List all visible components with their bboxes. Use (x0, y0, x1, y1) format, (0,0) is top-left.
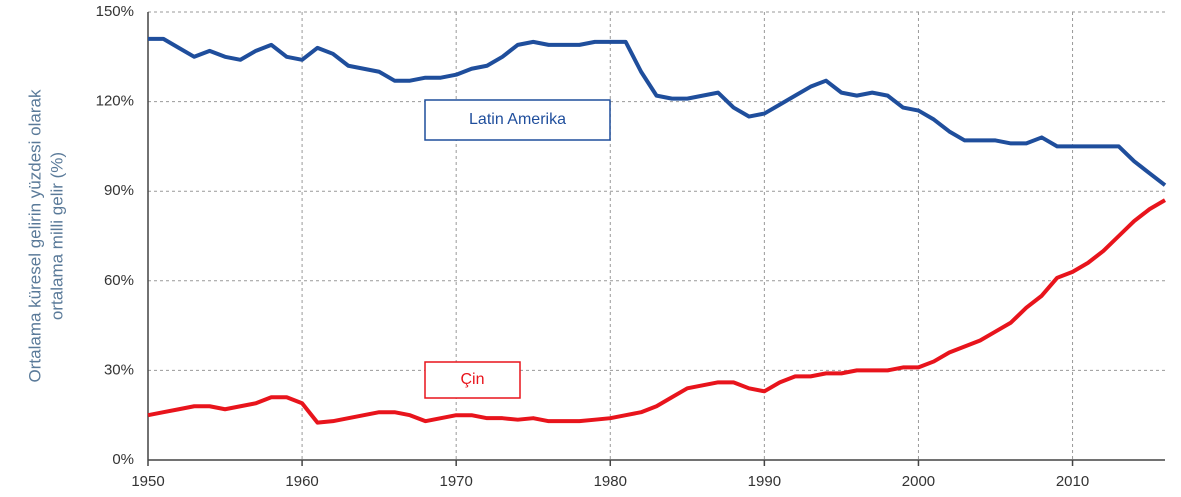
series-line (148, 36, 1167, 187)
series-label: Çin (460, 371, 484, 388)
y-axis-label: ortalama milli gelir (%) (47, 152, 66, 320)
series-line (147, 198, 1167, 425)
y-tick-label: 30% (104, 361, 134, 378)
x-tick-label: 2010 (1056, 473, 1089, 490)
y-tick-label: 0% (112, 451, 134, 468)
x-tick-label: 1970 (439, 473, 472, 490)
x-tick-label: 2000 (902, 473, 935, 490)
y-axis-label: Ortalama küresel gelirin yüzdesi olarak (25, 89, 44, 382)
y-tick-label: 120% (96, 93, 134, 110)
y-tick-label: 90% (104, 182, 134, 199)
x-tick-label: 1990 (748, 473, 781, 490)
label-box (424, 361, 521, 399)
x-tick-label: 1960 (285, 473, 318, 490)
label-box (424, 99, 611, 141)
y-tick-label: 150% (96, 3, 134, 20)
x-tick-label: 1950 (131, 473, 164, 490)
y-tick-label: 60% (104, 272, 134, 289)
x-tick-label: 1980 (594, 473, 627, 490)
series-label: Latin Amerika (469, 111, 566, 128)
